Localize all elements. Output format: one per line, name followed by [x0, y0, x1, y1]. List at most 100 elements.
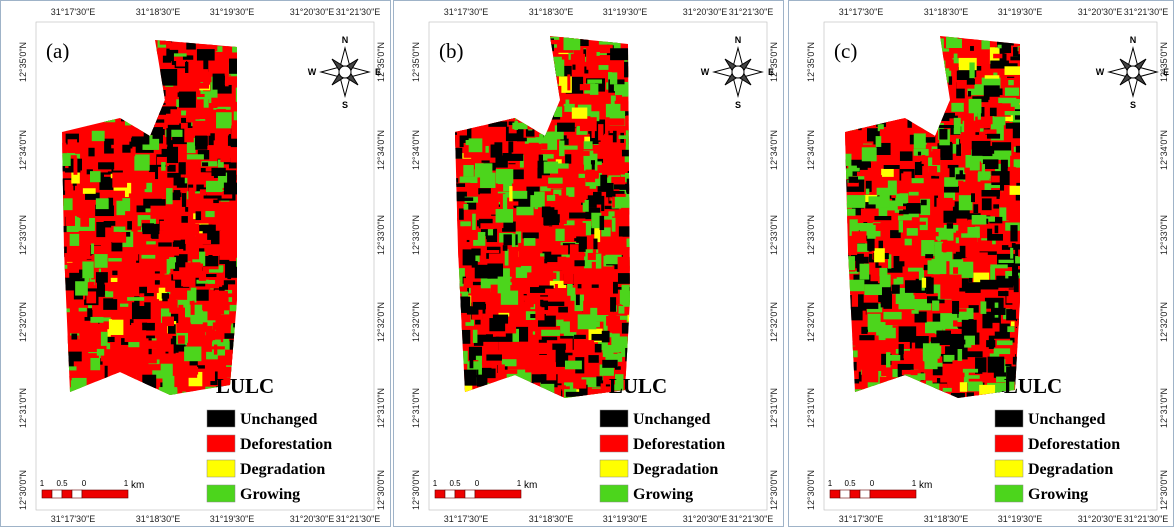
land-cover-patch	[980, 280, 998, 290]
land-cover-patch	[1024, 180, 1029, 187]
land-cover-patch	[634, 237, 652, 244]
land-cover-patch	[898, 216, 912, 221]
land-cover-patch	[898, 295, 914, 309]
land-cover-patch	[85, 156, 95, 163]
land-cover-patch	[512, 123, 527, 130]
land-cover-patch	[160, 69, 177, 86]
land-cover-patch	[502, 222, 516, 232]
land-cover-patch	[893, 112, 904, 117]
land-cover-patch	[962, 279, 969, 292]
land-cover-patch	[120, 304, 128, 307]
land-cover-patch	[1008, 168, 1026, 183]
land-cover-patch	[463, 249, 476, 265]
land-cover-patch	[983, 159, 999, 169]
land-cover-patch	[1032, 228, 1047, 240]
land-cover-patch	[134, 103, 152, 107]
land-cover-patch	[613, 145, 622, 160]
compass: NSWE	[308, 35, 381, 110]
land-cover-patch	[609, 31, 621, 36]
land-cover-patch	[487, 264, 503, 279]
land-cover-patch	[951, 103, 963, 112]
land-cover-patch	[182, 193, 186, 207]
land-cover-patch	[206, 181, 223, 192]
land-cover-patch	[503, 234, 517, 245]
scale-bar-segment	[830, 490, 840, 498]
land-cover-patch	[543, 86, 561, 97]
land-cover-patch	[213, 74, 225, 90]
land-cover-patch	[898, 398, 902, 405]
land-cover-patch	[1018, 250, 1022, 257]
land-cover-patch	[976, 391, 979, 404]
land-cover-patch	[1025, 74, 1035, 88]
land-cover-patch	[1015, 256, 1033, 263]
land-cover-patch	[234, 111, 243, 120]
land-cover-patch	[546, 302, 565, 306]
land-cover-patch	[142, 55, 145, 64]
land-cover-patch	[998, 45, 1002, 49]
land-cover-patch	[72, 71, 89, 87]
land-cover-patch	[641, 326, 653, 339]
land-cover-patch	[622, 323, 634, 334]
land-cover-patch	[105, 34, 112, 38]
land-cover-patch	[551, 57, 562, 62]
land-cover-patch	[602, 290, 610, 303]
land-cover-patch	[882, 388, 899, 404]
land-cover-patch	[638, 208, 652, 222]
land-cover-patch	[474, 409, 482, 421]
latitude-label: 12°32'0"N	[806, 302, 816, 342]
land-cover-patch	[1025, 279, 1029, 286]
land-cover-patch	[633, 317, 650, 324]
land-cover-patch	[847, 195, 865, 208]
land-cover-patch	[523, 37, 535, 47]
legend-swatch	[207, 485, 235, 502]
land-cover-patch	[864, 45, 881, 62]
land-cover-patch	[209, 365, 215, 381]
land-cover-patch	[891, 36, 907, 45]
land-cover-patch	[84, 66, 95, 71]
compass-n: N	[1130, 35, 1137, 45]
land-cover-patch	[991, 308, 1006, 315]
land-cover-patch	[161, 364, 173, 377]
land-cover-patch	[50, 397, 54, 402]
land-cover-patch	[921, 67, 934, 71]
legend-label: Degradation	[1028, 461, 1113, 478]
land-cover-patch	[509, 108, 521, 112]
compass-e: E	[375, 67, 381, 77]
land-cover-patch	[584, 154, 597, 171]
land-cover-patch	[601, 383, 606, 395]
land-cover-patch	[878, 385, 882, 395]
land-cover-patch	[994, 348, 1010, 354]
land-cover-patch	[236, 88, 250, 102]
land-cover-patch	[478, 33, 492, 45]
longitude-label: 31°21'30"E	[336, 514, 381, 524]
land-cover-patch	[896, 405, 900, 421]
land-cover-patch	[231, 324, 242, 335]
land-cover-patch	[477, 37, 484, 45]
land-cover-patch	[84, 52, 95, 57]
land-cover-patch	[114, 372, 119, 377]
land-cover-patch	[71, 379, 82, 394]
land-cover-patch	[72, 84, 91, 91]
land-cover-patch	[903, 102, 912, 107]
land-cover-patch	[901, 398, 905, 404]
land-cover-patch	[640, 119, 651, 132]
land-cover-patch	[125, 325, 143, 342]
land-cover-patch	[460, 221, 470, 226]
land-cover-patch	[912, 310, 919, 314]
land-cover-patch	[953, 320, 957, 326]
land-cover-patch	[469, 138, 483, 152]
land-cover-patch	[504, 77, 517, 86]
land-cover-patch	[888, 98, 902, 115]
land-cover-patch	[544, 407, 548, 419]
land-cover-patch	[611, 243, 626, 247]
land-cover-patch	[637, 153, 649, 157]
land-cover-patch	[1036, 275, 1042, 289]
land-cover-patch	[109, 319, 124, 335]
land-cover-patch	[1038, 358, 1050, 371]
land-cover-patch	[457, 394, 463, 405]
land-cover-patch	[573, 379, 586, 388]
latitude-label: 12°34'0"N	[376, 130, 386, 170]
land-cover-patch	[445, 130, 454, 138]
land-cover-patch	[923, 32, 940, 48]
land-cover-patch	[57, 272, 69, 278]
